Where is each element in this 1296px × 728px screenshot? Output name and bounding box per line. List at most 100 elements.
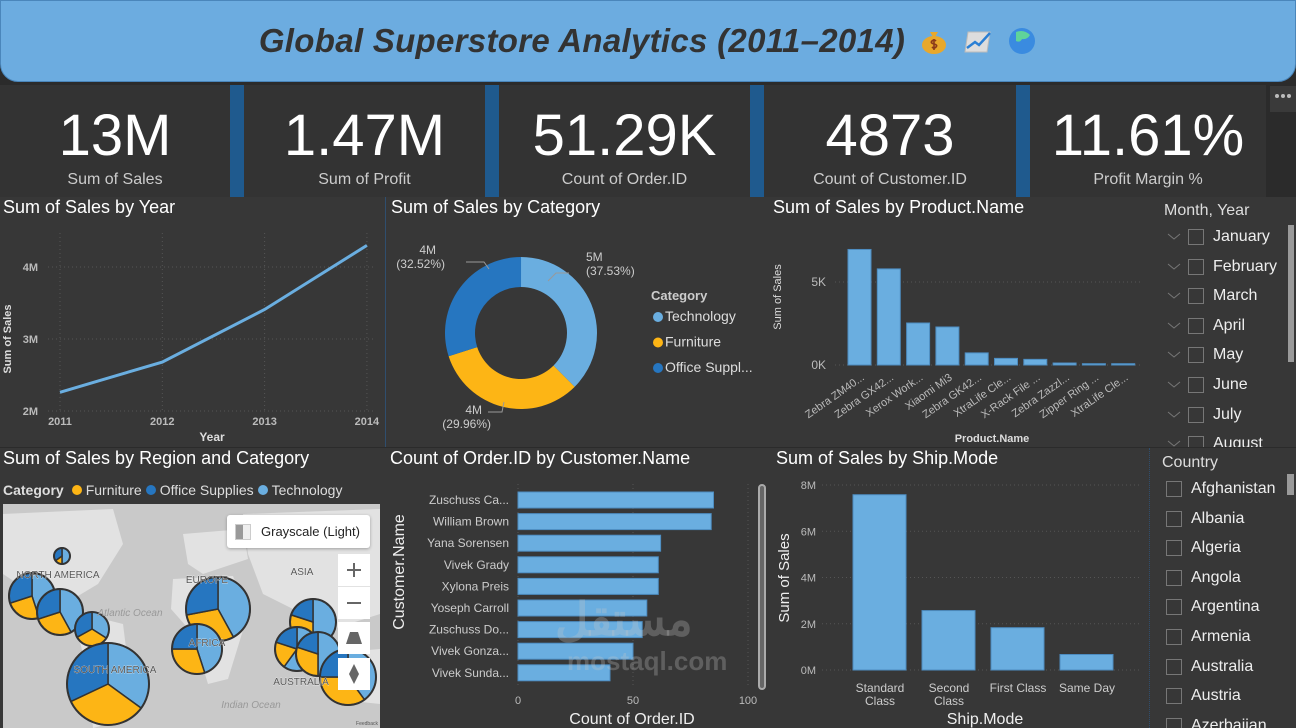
slicer-item[interactable]: April xyxy=(1166,315,1245,337)
x-tick-label: First Class xyxy=(990,681,1047,695)
tilt-button[interactable] xyxy=(338,622,370,654)
data-label-value: 5M xyxy=(586,250,603,264)
y-tick-label: Vivek Grady xyxy=(444,558,509,572)
y-tick-label: 3M xyxy=(23,334,38,346)
product-bar xyxy=(1052,362,1077,366)
legend-title: Category xyxy=(651,288,708,303)
slicer-item[interactable]: Afghanistan xyxy=(1166,478,1276,500)
minus-icon xyxy=(347,602,361,604)
zoom-out-button[interactable] xyxy=(338,587,370,619)
legend-item[interactable]: Office Supplies xyxy=(159,482,254,498)
slicer-item[interactable]: Angola xyxy=(1166,567,1241,589)
chevron-down-icon[interactable] xyxy=(1166,439,1188,447)
y-axis-title: Sum of Sales xyxy=(772,264,784,330)
slicer-item-label: Armenia xyxy=(1191,628,1251,645)
checkbox[interactable] xyxy=(1188,317,1204,334)
x-tick-label: 2014 xyxy=(355,416,380,428)
scrollbar[interactable] xyxy=(1287,474,1294,495)
ocean-label: Atlantic Ocean xyxy=(96,608,162,619)
chevron-down-icon[interactable] xyxy=(1166,232,1188,242)
map-style-button[interactable]: Grayscale (Light) xyxy=(227,515,370,548)
legend-dot-icon xyxy=(257,485,268,495)
legend-item[interactable]: Furniture xyxy=(85,482,142,498)
checkbox[interactable] xyxy=(1166,717,1182,728)
chevron-down-icon[interactable] xyxy=(1166,262,1188,272)
slicer-title: Country xyxy=(1162,454,1219,471)
slicer-item[interactable]: February xyxy=(1166,256,1277,278)
slicer-item[interactable]: Argentina xyxy=(1166,596,1260,618)
checkbox[interactable] xyxy=(1166,481,1182,497)
pie-outline xyxy=(171,623,223,675)
checkbox[interactable] xyxy=(1166,599,1182,616)
slicer-item[interactable]: Albania xyxy=(1166,508,1244,530)
donut-chart-svg: 5M(37.53%)4M(32.52%)4M(29.96%)CategoryTe… xyxy=(396,243,752,431)
checkbox[interactable] xyxy=(1188,258,1204,275)
slicer-item-label: Australia xyxy=(1191,657,1254,675)
slicer-item[interactable]: Algeria xyxy=(1166,537,1241,559)
kpi-separator xyxy=(1016,85,1030,197)
region-pie xyxy=(74,611,110,647)
checkbox[interactable] xyxy=(1188,377,1204,393)
chevron-down-icon[interactable] xyxy=(1166,321,1188,331)
map-style-label: Grayscale (Light) xyxy=(261,524,360,539)
slicer-item[interactable]: June xyxy=(1166,374,1248,396)
checkbox[interactable] xyxy=(1166,510,1182,527)
kpi-value: 13M xyxy=(58,103,172,168)
slicer-item[interactable]: Australia xyxy=(1166,656,1253,678)
y-tick-label: 4M xyxy=(23,262,38,274)
legend-item[interactable]: Technology xyxy=(271,482,343,498)
checkbox[interactable] xyxy=(1188,288,1204,305)
slicer-item[interactable]: Azerbaijan xyxy=(1166,715,1267,728)
scrollbar[interactable] xyxy=(758,484,766,690)
checkbox[interactable] xyxy=(1188,347,1204,364)
customer-bar xyxy=(517,556,659,574)
donut-slice-furniture xyxy=(448,347,575,409)
slicer-item[interactable]: July xyxy=(1166,404,1241,426)
dashboard-header: Global Superstore Analytics (2011–2014) xyxy=(0,0,1296,82)
slicer-item[interactable]: August xyxy=(1166,433,1263,447)
x-tick-label: 2011 xyxy=(48,416,72,428)
chart-title: Sum of Sales by Year xyxy=(3,197,176,217)
region-label: EUROPE xyxy=(186,575,229,586)
kpi-label: Sum of Sales xyxy=(67,171,163,188)
legend-dot-icon xyxy=(653,312,663,322)
chevron-down-icon[interactable] xyxy=(1166,410,1188,420)
y-tick-label: 0M xyxy=(801,665,816,677)
chevron-down-icon[interactable] xyxy=(1166,380,1188,390)
scrollbar[interactable] xyxy=(1288,225,1294,362)
kpi-value: 11.61% xyxy=(1051,103,1245,168)
kpi-label: Count of Customer.ID xyxy=(813,171,967,188)
y-axis-title: Sum of Sales xyxy=(2,304,14,373)
chevron-down-icon[interactable] xyxy=(1166,350,1188,360)
checkbox[interactable] xyxy=(1166,688,1182,705)
slicer-item[interactable]: Armenia xyxy=(1166,626,1251,648)
leader-line xyxy=(547,272,569,282)
chevron-down-icon[interactable] xyxy=(1166,291,1188,301)
region-label: AFRICA xyxy=(189,638,226,649)
pie-outline xyxy=(36,588,84,636)
x-tick-label: Second xyxy=(929,681,970,695)
region-label: NORTH AMERICA xyxy=(16,570,99,581)
zoom-in-button[interactable] xyxy=(338,554,370,586)
slicer-item[interactable]: March xyxy=(1166,285,1257,307)
slicer-item-label: January xyxy=(1213,228,1270,245)
more-options-icon[interactable] xyxy=(1270,86,1296,112)
checkbox[interactable] xyxy=(1188,406,1204,423)
data-label-value: 4M xyxy=(419,243,436,257)
slicer-item[interactable]: January xyxy=(1166,226,1270,248)
checkbox[interactable] xyxy=(1188,436,1204,447)
checkbox[interactable] xyxy=(1188,229,1204,245)
chart-title: Sum of Sales by Region and Category xyxy=(3,448,310,468)
compass-button[interactable] xyxy=(338,658,370,690)
line-chart-svg: 2M 3M 4M 2011 2012 2013 2014 Year Sum of Sales xyxy=(2,233,380,444)
slicer-item[interactable]: Austria xyxy=(1166,685,1241,707)
x-axis-title: Year xyxy=(199,430,225,444)
checkbox[interactable] xyxy=(1166,658,1182,675)
checkbox[interactable] xyxy=(1166,629,1182,645)
slicer-item[interactable]: May xyxy=(1166,344,1243,366)
x-axis-title: Ship.Mode xyxy=(947,711,1024,728)
checkbox[interactable] xyxy=(1166,569,1182,586)
checkbox[interactable] xyxy=(1166,540,1182,557)
chart-title: Sum of Sales by Product.Name xyxy=(773,197,1025,217)
slicer-item-label: June xyxy=(1213,376,1248,393)
